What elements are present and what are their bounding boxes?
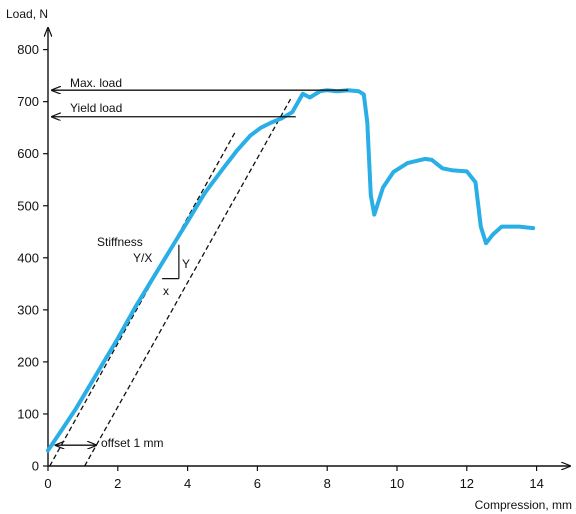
x-tick-label: 6 (254, 476, 261, 491)
x-tick-label: 14 (529, 476, 543, 491)
y-tick-label: 400 (17, 250, 39, 265)
x-tick-label: 0 (44, 476, 51, 491)
offset-label: offset 1 mm (101, 436, 163, 450)
x-tick-label: 12 (460, 476, 474, 491)
x-tick-label: 2 (114, 476, 121, 491)
stiffness-x-label: x (163, 284, 169, 298)
y-tick-label: 100 (17, 406, 39, 421)
y-tick-label: 600 (17, 146, 39, 161)
y-tick-label: 200 (17, 354, 39, 369)
y-tick-label: 800 (17, 42, 39, 57)
series-line (46, 88, 536, 453)
stiffness-ratio: Y/X (133, 251, 152, 265)
yield-load-label: Yield load (70, 101, 122, 115)
y-axis-title: Load, N (6, 7, 48, 21)
max-load-label: Max. load (70, 76, 122, 90)
annotations (52, 90, 349, 445)
offset-line (84, 98, 292, 467)
x-tick-label: 8 (324, 476, 331, 491)
x-tick-label: 4 (184, 476, 191, 491)
y-tick-label: 500 (17, 198, 39, 213)
stiffness-title: Stiffness (97, 235, 143, 249)
x-axis-title: Compression, mm (475, 498, 572, 512)
dashed-lines (49, 98, 292, 467)
stiffness-y-label: Y (182, 257, 190, 271)
ticks: 0 100 200 300 400 500 600 700 800 0 2 4 6 8 10 12 14 (17, 42, 544, 491)
y-tick-label: 0 (32, 459, 39, 474)
x-tick-label: 10 (390, 476, 404, 491)
y-tick-label: 300 (17, 302, 39, 317)
axes (48, 28, 570, 466)
y-tick-label: 700 (17, 94, 39, 109)
series (46, 88, 536, 453)
